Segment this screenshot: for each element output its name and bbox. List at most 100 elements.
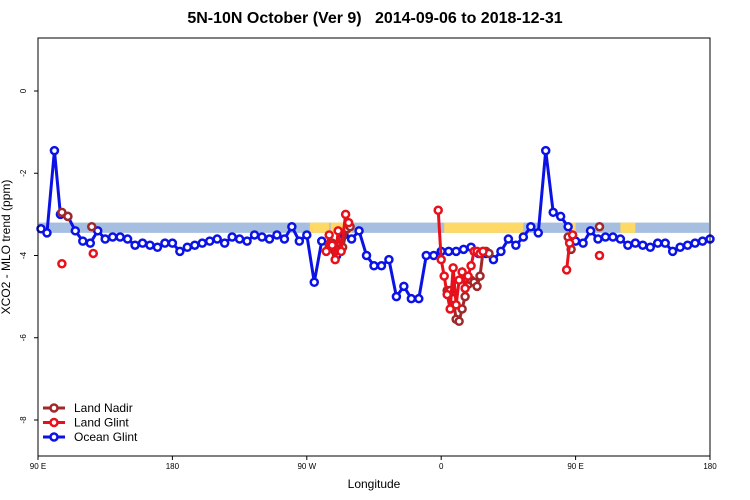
y-axis-label: XCO2 - MLO trend (ppm)	[0, 180, 13, 315]
data-point	[321, 246, 331, 257]
data-point	[399, 281, 409, 292]
data-point	[675, 242, 685, 253]
data-point	[457, 304, 467, 314]
data-point	[421, 250, 432, 261]
data-point	[316, 236, 327, 246]
legend-label: Land Glint	[74, 416, 129, 430]
series-land-glint	[57, 205, 605, 314]
data-point	[652, 238, 663, 248]
data-point	[594, 221, 605, 232]
data-point	[302, 230, 312, 240]
data-point	[578, 238, 588, 248]
data-point	[457, 267, 467, 277]
data-point	[564, 238, 575, 248]
data-point	[690, 238, 700, 248]
data-point	[555, 211, 566, 222]
data-point	[354, 226, 364, 236]
data-point	[115, 232, 125, 242]
data-point	[623, 240, 633, 250]
data-point	[327, 240, 337, 250]
data-point	[428, 250, 439, 261]
data-point	[227, 232, 237, 242]
data-point	[340, 209, 351, 220]
legend-marker	[49, 417, 59, 428]
data-point	[242, 236, 252, 246]
data-point	[324, 230, 334, 240]
data-point	[443, 246, 454, 257]
y-tick-label: -6	[19, 334, 28, 342]
data-point	[384, 254, 394, 265]
data-point	[376, 261, 387, 271]
data-point	[585, 226, 596, 236]
data-point	[49, 145, 60, 156]
data-point	[212, 234, 222, 244]
data-point	[478, 246, 488, 257]
data-point	[466, 261, 476, 271]
data-point	[518, 232, 529, 242]
data-point	[343, 217, 354, 228]
data-point	[660, 238, 670, 248]
data-point	[593, 234, 603, 244]
legend-item: Land Glint	[43, 416, 129, 430]
data-point	[445, 304, 455, 314]
data-point	[57, 258, 67, 269]
data-point	[122, 234, 133, 244]
x-tick-label: 90 E	[30, 462, 46, 471]
data-point	[137, 238, 148, 248]
y-tick-label: -4	[19, 251, 28, 259]
legend-marker	[49, 403, 59, 413]
data-point	[36, 224, 46, 234]
data-point	[197, 238, 208, 248]
data-point	[454, 275, 464, 285]
data-point	[442, 289, 452, 300]
data-point	[336, 246, 346, 257]
series-layer	[36, 145, 715, 327]
y-tick-label: 0	[19, 88, 28, 93]
data-point	[630, 238, 641, 248]
data-point	[526, 221, 536, 232]
band-highlight	[620, 222, 636, 233]
chart-title: 5N-10N October (Ver 9) 2014-09-06 to 201…	[187, 10, 563, 27]
data-point	[448, 263, 458, 273]
data-point	[615, 234, 626, 244]
x-tick-label: 180	[703, 462, 717, 471]
data-point	[294, 236, 305, 246]
band-base	[39, 222, 709, 233]
data-point	[488, 254, 499, 265]
legend-marker	[49, 432, 59, 442]
data-point	[234, 234, 245, 244]
data-point	[130, 240, 140, 250]
legend-item: Land Nadir	[43, 401, 133, 415]
data-point	[472, 281, 482, 292]
data-point	[190, 240, 200, 250]
data-point	[697, 236, 708, 246]
data-point	[463, 271, 473, 281]
data-point	[145, 240, 155, 250]
data-point	[454, 316, 464, 327]
band-highlight	[444, 222, 524, 233]
data-point	[42, 228, 52, 238]
data-point	[182, 242, 193, 253]
x-tick-label: 90 W	[297, 462, 316, 471]
legend-item: Ocean Glint	[43, 430, 138, 444]
data-point	[330, 254, 340, 265]
data-point	[219, 238, 230, 248]
x-axis: 90 E 180 90 W 0 90 E 180	[30, 456, 717, 471]
data-point	[204, 236, 215, 246]
data-point	[70, 226, 81, 236]
data-point	[88, 248, 99, 259]
data-point	[152, 242, 163, 253]
data-point	[567, 230, 578, 240]
data-point	[107, 232, 118, 242]
data-point	[175, 246, 185, 257]
data-point	[645, 242, 656, 253]
data-point	[496, 246, 506, 257]
data-point	[460, 283, 470, 294]
data-point	[391, 291, 402, 302]
data-point	[87, 221, 97, 232]
plot-frame	[37, 37, 711, 457]
data-point	[57, 207, 67, 218]
data-point	[249, 230, 260, 240]
